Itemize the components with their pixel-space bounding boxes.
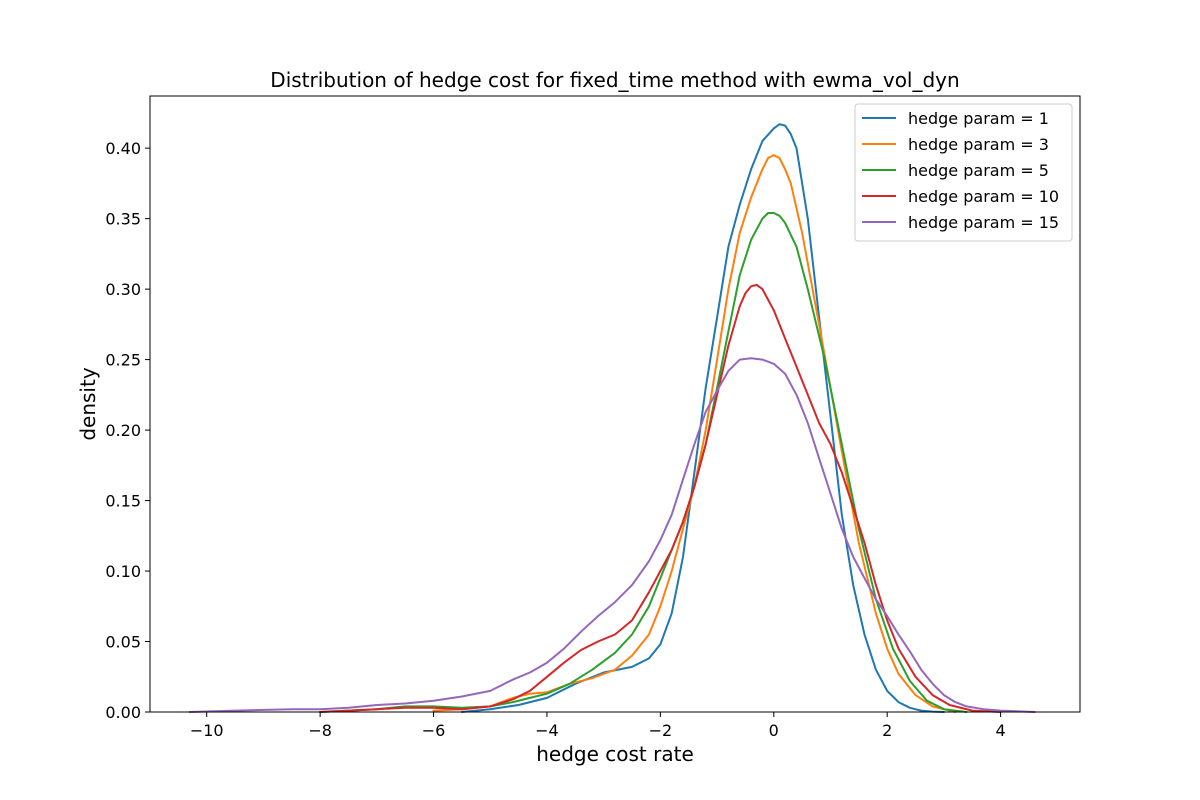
x-tick-label: −10: [190, 721, 224, 740]
x-tick-label: −4: [535, 721, 559, 740]
legend-label: hedge param = 15: [908, 213, 1059, 232]
x-tick-label: −6: [422, 721, 446, 740]
y-tick-label: 0.15: [105, 492, 141, 511]
series-line-1: [460, 123, 945, 713]
series-line-3: [319, 212, 968, 713]
y-tick-label: 0.35: [105, 210, 141, 229]
series-line-5: [188, 357, 1036, 713]
y-tick-label: 0.30: [105, 280, 141, 299]
legend-label: hedge param = 5: [908, 161, 1049, 180]
plot-area: [149, 95, 1081, 713]
legend-label: hedge param = 3: [908, 135, 1049, 154]
y-tick-label: 0.20: [105, 421, 141, 440]
legend-label: hedge param = 10: [908, 187, 1059, 206]
series-layer: [188, 123, 1036, 713]
y-tick-label: 0.10: [105, 562, 141, 581]
y-tick-label: 0.00: [105, 703, 141, 722]
legend-box: [854, 103, 1073, 242]
series-line-4: [319, 283, 1002, 713]
x-tick-label: 4: [996, 721, 1006, 740]
chart-title: Distribution of hedge cost for fixed_tim…: [270, 68, 959, 92]
y-axis-title: density: [76, 367, 100, 440]
x-tick-label: 0: [769, 721, 779, 740]
x-tick-label: −8: [308, 721, 332, 740]
x-tick-label: −2: [649, 721, 673, 740]
x-axis: −10 −8 −6 −4 −2 0 2 4: [190, 712, 1006, 740]
x-tick-label: 2: [882, 721, 892, 740]
y-tick-label: 0.25: [105, 351, 141, 370]
y-axis: 0.00 0.05 0.10 0.15 0.20 0.25 0.30 0.35 0.40: [105, 139, 150, 722]
x-axis-title: hedge cost rate: [536, 742, 694, 766]
legend-label: hedge param = 1: [908, 109, 1049, 128]
legend: hedge param = 1 hedge param = 3 hedge para…: [854, 103, 1073, 242]
y-tick-label: 0.05: [105, 633, 141, 652]
plot-frame: [149, 95, 1081, 713]
y-tick-label: 0.40: [105, 139, 141, 158]
